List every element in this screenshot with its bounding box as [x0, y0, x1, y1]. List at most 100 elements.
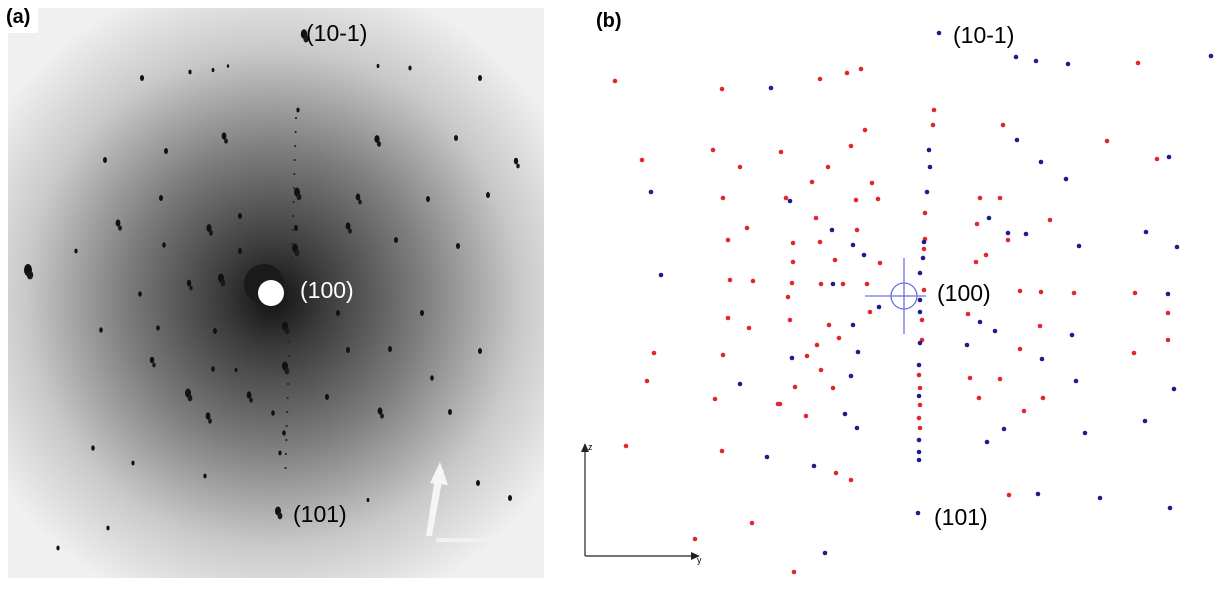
- diffraction-spot-twin: [208, 230, 214, 236]
- diffraction-spot: [115, 219, 121, 227]
- diffraction-spot-twin: [208, 418, 212, 424]
- diffraction-spot: [271, 410, 275, 416]
- red-reflection-spot: [916, 372, 922, 378]
- diffraction-spot: [374, 135, 380, 143]
- diffraction-spot: [213, 328, 217, 334]
- red-reflection-spot: [749, 520, 755, 526]
- center-crosshair-marker: [865, 258, 926, 334]
- red-reflection-spot: [725, 237, 731, 243]
- diffraction-spot-twin: [220, 279, 226, 287]
- diffraction-spot-twin: [294, 249, 300, 257]
- red-reflection-spot: [858, 66, 864, 72]
- blue-reflection-spot: [917, 340, 923, 346]
- diffraction-spot: [366, 497, 370, 503]
- blue-reflection-spot: [1142, 418, 1148, 424]
- blue-reflection-spot: [977, 319, 983, 325]
- diffraction-pattern-image: (10-1) (100) (101): [8, 8, 544, 578]
- diffraction-spot-twin: [358, 199, 362, 205]
- blue-reflection-spot: [992, 328, 998, 334]
- red-reflection-spot: [727, 277, 733, 283]
- streak-spot: [287, 354, 290, 358]
- blue-reflection-spot: [1208, 53, 1214, 59]
- diffraction-spot: [74, 248, 78, 254]
- diffraction-spot: [186, 279, 192, 287]
- blue-reflection-spot: [916, 437, 922, 443]
- red-reflection-spot: [720, 195, 726, 201]
- blue-reflection-spot: [984, 439, 990, 445]
- red-reflection-spot: [1135, 60, 1141, 66]
- red-reflection-spot: [744, 225, 750, 231]
- red-reflection-spot: [623, 443, 629, 449]
- diffraction-spot: [478, 348, 482, 354]
- diffraction-spot-twin: [187, 394, 193, 402]
- blue-reflection-spot: [737, 381, 743, 387]
- red-reflection-spot: [778, 149, 784, 155]
- red-reflection-spot: [977, 195, 983, 201]
- streak-spot: [290, 256, 293, 260]
- blue-reflection-spot: [1001, 426, 1007, 432]
- red-reflection-spot: [983, 252, 989, 258]
- red-reflection-spot: [1005, 237, 1011, 243]
- diffraction-spot: [408, 65, 412, 71]
- red-reflection-spot: [826, 322, 832, 328]
- blue-reflection-spot: [861, 252, 867, 258]
- streak-spot: [286, 396, 289, 400]
- red-reflection-spot: [931, 107, 937, 113]
- red-reflection-spot: [1131, 350, 1137, 356]
- diffraction-spot: [211, 366, 215, 372]
- diffraction-spot: [336, 310, 340, 316]
- blue-reflection-spot: [926, 147, 932, 153]
- streak-spot: [288, 326, 291, 330]
- red-reflection-spot: [710, 147, 716, 153]
- diffraction-spot: [278, 450, 282, 456]
- diffraction-spot: [394, 237, 398, 243]
- diffraction-spot: [103, 157, 107, 163]
- blue-reflection-spot: [1143, 229, 1149, 235]
- streak-spot: [293, 172, 296, 176]
- red-reflection-spot: [869, 180, 875, 186]
- red-reflection-spot: [1040, 395, 1046, 401]
- direction-arrow-shaft: [426, 470, 444, 536]
- red-reflection-spot: [1038, 289, 1044, 295]
- diffraction-spot-twin: [189, 285, 193, 291]
- red-reflection-spot: [976, 395, 982, 401]
- diffraction-spot: [346, 347, 350, 353]
- red-reflection-spot: [791, 569, 797, 575]
- label-10-1-a: (10-1): [306, 20, 368, 46]
- red-reflection-spot: [787, 317, 793, 323]
- blue-reflection-spot: [1035, 491, 1041, 497]
- blue-reflection-spot: [1171, 386, 1177, 392]
- red-reflection-spot: [1154, 156, 1160, 162]
- diffraction-spot: [282, 430, 286, 436]
- red-reflection-spot: [877, 260, 883, 266]
- blue-reflection-spot: [917, 270, 923, 276]
- red-reflection-spot: [833, 470, 839, 476]
- red-reflection-spot: [814, 342, 820, 348]
- blue-reflection-spot: [927, 164, 933, 170]
- streak-spot: [290, 270, 293, 274]
- red-reflection-spot: [854, 227, 860, 233]
- red-reflection-spot: [919, 317, 925, 323]
- diffraction-spot: [454, 135, 458, 141]
- streak-spot: [294, 130, 297, 134]
- diffraction-spot-twin: [152, 362, 156, 368]
- diffraction-spot: [205, 412, 211, 420]
- red-reflection-spot: [1047, 217, 1053, 223]
- red-reflection-spot: [864, 281, 870, 287]
- panel-a-label: (a): [0, 0, 39, 33]
- blue-reflection-spot: [916, 393, 922, 399]
- red-reflection-spot: [817, 239, 823, 245]
- blue-reflection-spot: [920, 255, 926, 261]
- red-reflection-spot: [789, 280, 795, 286]
- blue-reflection-spot: [1073, 378, 1079, 384]
- red-reflection-spot: [790, 259, 796, 265]
- red-reflection-spot: [1037, 323, 1043, 329]
- diffraction-spot: [294, 225, 298, 231]
- streak-spot: [286, 410, 289, 414]
- blue-reflection-spot: [1013, 54, 1019, 60]
- label-100-b: (100): [937, 280, 991, 306]
- blue-reflection-spot: [917, 309, 923, 315]
- diffraction-spot: [476, 480, 480, 486]
- diffraction-spot: [138, 291, 142, 297]
- streak-spot: [289, 284, 293, 288]
